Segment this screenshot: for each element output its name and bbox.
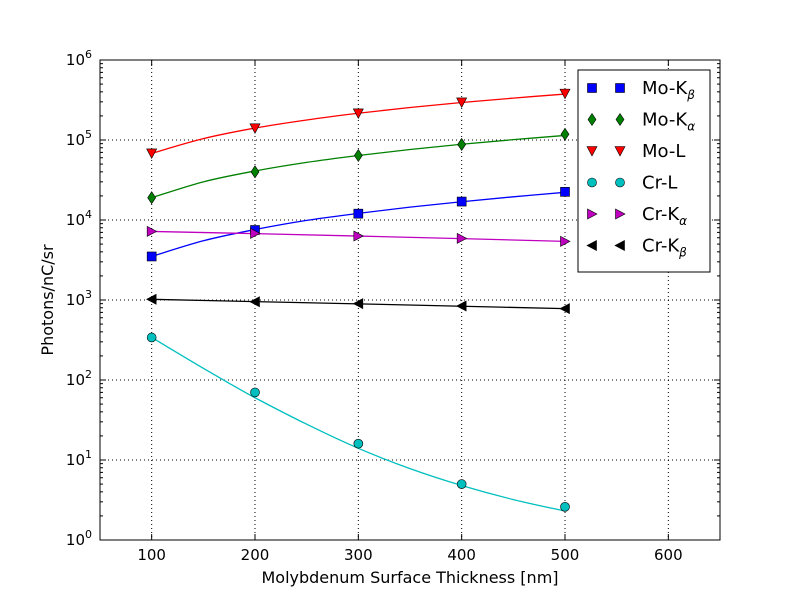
series-cr-kβ [146, 293, 570, 315]
x-axis-label: Molybdenum Surface Thickness [nm] [261, 568, 558, 587]
data-point [560, 235, 571, 247]
data-point [353, 230, 364, 242]
legend-item: Cr-L [587, 173, 677, 194]
data-point [559, 88, 571, 100]
legend-marker [615, 112, 625, 127]
series-mo-kα [147, 127, 570, 205]
series-mo-kβ [146, 187, 570, 262]
legend-marker [587, 177, 597, 188]
y-tick-label: 104 [66, 208, 92, 229]
data-point [456, 300, 467, 312]
data-point [352, 108, 364, 120]
legend-item: Cr-Kα [587, 204, 687, 228]
legend-item: Cr-Kβ [586, 236, 687, 260]
y-tick-label: 101 [66, 448, 92, 469]
y-tick-label: 102 [66, 368, 92, 389]
data-point [249, 123, 261, 134]
legend-label: Mo-Kβ [642, 78, 695, 102]
y-tick-label: 106 [66, 48, 92, 69]
data-point [146, 225, 158, 237]
data-point [250, 165, 260, 179]
legend-marker [615, 83, 625, 93]
legend-item: Mo-Kβ [587, 78, 695, 102]
legend-marker [587, 112, 597, 127]
data-point [146, 293, 157, 305]
y-tick-label: 105 [66, 128, 92, 149]
legend-label: Cr-L [642, 173, 677, 194]
series-cr-kα [146, 225, 571, 247]
legend-marker [615, 208, 626, 220]
legend-marker [586, 240, 597, 251]
y-axis-label: Photons/nC/sr [38, 244, 57, 356]
data-point [559, 303, 570, 315]
y-tick-label: 100 [66, 528, 92, 549]
y-tick-label: 103 [66, 288, 92, 309]
series-cr-l [146, 332, 570, 512]
legend-marker [615, 177, 625, 188]
data-point [560, 127, 570, 141]
data-point [560, 187, 570, 197]
legend-label: Cr-Kα [642, 204, 687, 228]
legend-label: Cr-Kβ [642, 236, 687, 260]
data-point [250, 227, 261, 239]
data-point [147, 191, 157, 205]
data-point [456, 479, 467, 489]
x-tick-label: 500 [551, 546, 580, 564]
x-tick-label: 100 [137, 546, 166, 564]
legend: Mo-Kβ Mo-Kα Mo-L Cr-L Cr-Kα Cr-Kβ [577, 69, 711, 273]
axis-ticks: 100 200 300 400 500 600 100 101 102 103 104 105 106 [66, 48, 720, 564]
series-line [151, 336, 566, 512]
legend-marker [614, 146, 626, 157]
legend-box [577, 69, 711, 273]
legend-marker [587, 208, 598, 220]
data-point [352, 298, 364, 310]
legend-label: Mo-Kα [642, 110, 695, 134]
legend-marker [586, 146, 598, 157]
legend-item: Mo-Kα [587, 110, 695, 134]
x-tick-label: 200 [241, 546, 270, 564]
data-point [456, 196, 467, 207]
series-mo-l [146, 88, 571, 160]
data-point [353, 148, 363, 163]
legend-marker [614, 240, 625, 251]
data-point [353, 438, 364, 449]
data-point [456, 97, 468, 109]
series-layer [146, 88, 571, 512]
x-tick-label: 600 [654, 546, 683, 564]
data-point [457, 137, 467, 151]
data-point [353, 208, 364, 219]
x-tick-label: 400 [447, 546, 476, 564]
x-tick-label: 300 [344, 546, 373, 564]
data-point [146, 251, 157, 262]
data-point [249, 296, 260, 308]
data-point [146, 148, 158, 160]
data-point [456, 232, 468, 244]
data-point [560, 502, 570, 512]
data-point [250, 387, 260, 398]
legend-label: Mo-L [642, 141, 685, 162]
data-point [146, 332, 157, 343]
legend-item: Mo-L [586, 141, 685, 162]
legend-marker [587, 83, 597, 93]
